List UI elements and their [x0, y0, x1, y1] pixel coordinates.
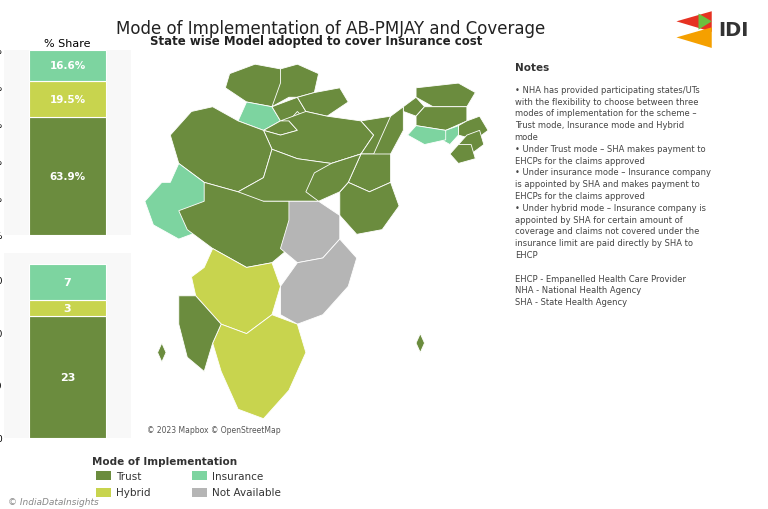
- Polygon shape: [374, 107, 403, 164]
- Polygon shape: [677, 12, 712, 33]
- Polygon shape: [361, 117, 403, 155]
- Polygon shape: [403, 98, 425, 117]
- Bar: [29, 81, 106, 118]
- Text: 7: 7: [64, 277, 71, 288]
- Polygon shape: [339, 183, 399, 235]
- Polygon shape: [297, 89, 348, 117]
- Polygon shape: [238, 103, 280, 131]
- Polygon shape: [238, 150, 361, 202]
- Polygon shape: [191, 249, 280, 334]
- Bar: [29, 118, 106, 235]
- Title: State wise Model adopted to cover Insurance cost: State wise Model adopted to cover Insura…: [151, 35, 482, 48]
- Text: Notes: Notes: [515, 63, 549, 72]
- Text: IDI: IDI: [718, 21, 748, 40]
- Text: Hybrid: Hybrid: [116, 487, 151, 497]
- Polygon shape: [408, 126, 445, 145]
- Bar: [29, 301, 106, 317]
- Bar: [29, 264, 106, 301]
- Polygon shape: [458, 117, 488, 140]
- Text: 16.6%: 16.6%: [49, 61, 86, 71]
- Polygon shape: [348, 155, 391, 192]
- Text: © 2023 Mapbox © OpenStreetMap: © 2023 Mapbox © OpenStreetMap: [147, 425, 281, 434]
- Polygon shape: [677, 28, 712, 49]
- Polygon shape: [450, 145, 475, 164]
- Polygon shape: [170, 107, 272, 192]
- Polygon shape: [416, 334, 425, 353]
- Title: % Share: % Share: [45, 39, 91, 49]
- Polygon shape: [263, 98, 306, 136]
- Polygon shape: [442, 126, 458, 145]
- Bar: [29, 317, 106, 438]
- Polygon shape: [145, 164, 213, 240]
- Polygon shape: [179, 183, 297, 268]
- Text: Not Available: Not Available: [212, 487, 281, 497]
- Polygon shape: [225, 65, 297, 107]
- Polygon shape: [272, 65, 319, 107]
- Text: Mode of Implementation of AB-PMJAY and Coverage: Mode of Implementation of AB-PMJAY and C…: [116, 20, 545, 38]
- Text: Insurance: Insurance: [212, 471, 263, 481]
- Polygon shape: [416, 84, 475, 107]
- Text: 19.5%: 19.5%: [50, 95, 86, 104]
- Polygon shape: [416, 107, 467, 131]
- Polygon shape: [458, 131, 484, 155]
- Text: Mode of Implementation: Mode of Implementation: [92, 456, 237, 466]
- Polygon shape: [289, 112, 306, 131]
- Polygon shape: [213, 315, 306, 419]
- Text: • NHA has provided participating states/UTs
with the flexibility to choose betwe: • NHA has provided participating states/…: [515, 86, 710, 307]
- Polygon shape: [306, 155, 361, 202]
- Polygon shape: [280, 202, 339, 263]
- Polygon shape: [204, 259, 221, 277]
- Polygon shape: [157, 344, 166, 362]
- Text: 23: 23: [60, 372, 75, 382]
- Text: 3: 3: [64, 304, 71, 314]
- Text: 63.9%: 63.9%: [50, 171, 86, 181]
- Polygon shape: [179, 296, 221, 372]
- Polygon shape: [280, 240, 356, 325]
- Text: Trust: Trust: [116, 471, 141, 481]
- Bar: [29, 51, 106, 81]
- Polygon shape: [699, 14, 712, 31]
- Text: © IndiaDataInsights: © IndiaDataInsights: [8, 497, 98, 506]
- Polygon shape: [263, 112, 374, 164]
